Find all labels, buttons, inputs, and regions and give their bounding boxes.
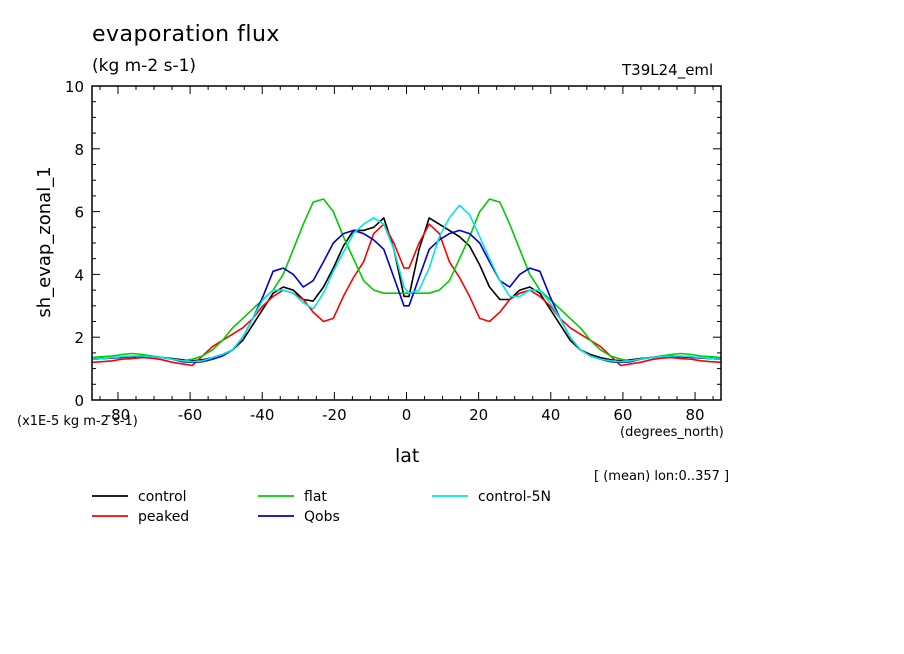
legend-label-flat: flat — [304, 489, 327, 505]
axis-ticks: 0 2 4 6 8 10 -80 -60 -40 -20 0 20 40 60 80 — [65, 78, 721, 424]
x-tick-label: 40 — [541, 406, 560, 424]
chart-title: evaporation flux — [92, 22, 280, 47]
x-tick-label: 60 — [613, 406, 632, 424]
y-tick-label: 2 — [74, 329, 84, 347]
series-line-flat — [91, 198, 722, 362]
y-axis-scale-label: (x1E-5 kg m-2 s-1) — [17, 414, 138, 429]
run-label: T39L24_eml — [622, 61, 714, 79]
y-tick-label: 10 — [65, 78, 84, 96]
y-tick-label: 8 — [74, 141, 84, 159]
x-tick-label: -80 — [106, 406, 131, 424]
series-line-control-5n — [91, 204, 722, 363]
series-layer — [91, 198, 722, 367]
plot-frame — [91, 85, 722, 401]
y-tick-label: 0 — [74, 392, 84, 410]
x-tick-label: -60 — [178, 406, 203, 424]
y-tick-label: 4 — [74, 266, 84, 284]
legend-label-qobs: Qobs — [304, 509, 340, 525]
x-tick-label: -20 — [322, 406, 347, 424]
legend-label-control: control — [138, 489, 187, 505]
x-axis-label: lat — [395, 445, 420, 467]
series-line-peaked — [91, 223, 722, 367]
x-axis-unit-label: (degrees_north) — [620, 425, 724, 440]
legend-label-control-5n: control-5N — [478, 489, 551, 505]
averaging-note: [ (mean) lon:0..357 ] — [594, 469, 730, 484]
x-tick-label: -40 — [250, 406, 275, 424]
legend: control peaked flat Qobs control-5N — [92, 489, 551, 525]
y-axis-label: sh_evap_zonal_1 — [34, 166, 55, 317]
y-tick-label: 6 — [74, 204, 84, 222]
x-tick-label: 80 — [685, 406, 704, 424]
legend-label-peaked: peaked — [138, 509, 189, 525]
x-tick-label: 20 — [469, 406, 488, 424]
units-label: (kg m-2 s-1) — [92, 56, 197, 76]
x-tick-label: 0 — [402, 406, 412, 424]
